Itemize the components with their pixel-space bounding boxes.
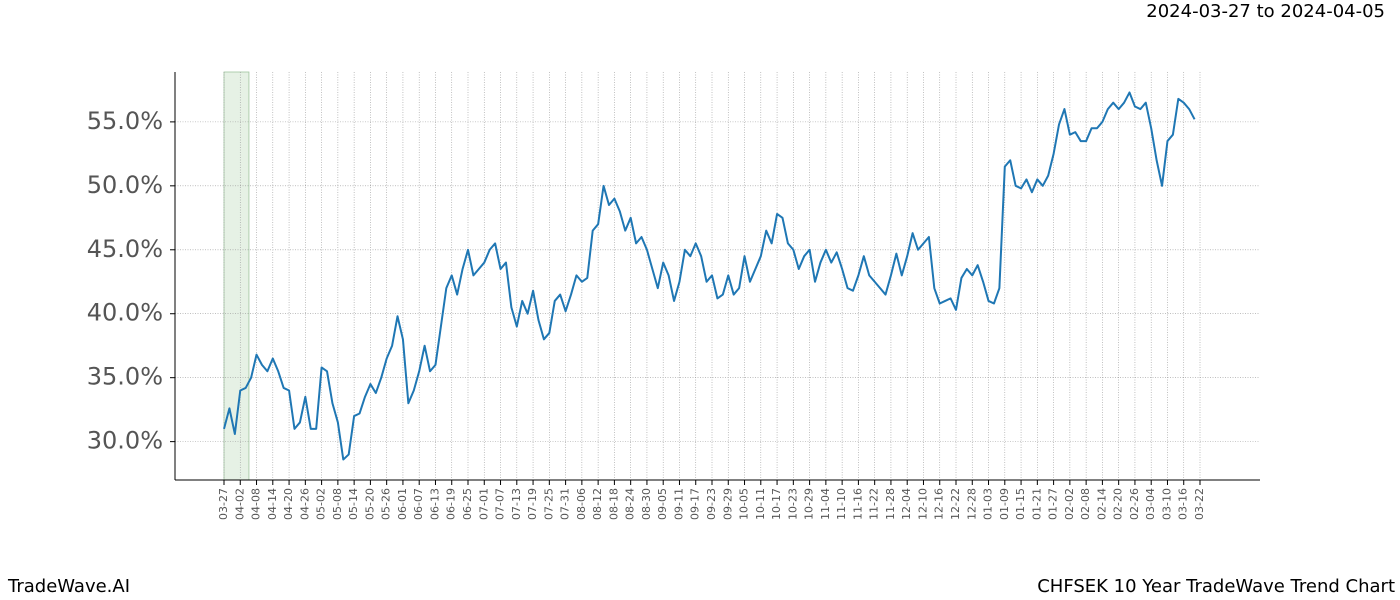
y-tick-label: 55.0% bbox=[87, 107, 163, 135]
x-tick-label: 03-16 bbox=[1177, 488, 1190, 520]
x-tick-label: 06-07 bbox=[412, 488, 425, 520]
x-tick-label: 03-10 bbox=[1160, 488, 1173, 520]
x-tick-label: 10-05 bbox=[738, 488, 751, 520]
x-tick-label: 05-20 bbox=[363, 488, 376, 520]
x-tick-label: 08-24 bbox=[624, 488, 637, 520]
x-tick-label: 03-04 bbox=[1144, 488, 1157, 520]
x-tick-label: 02-26 bbox=[1128, 488, 1141, 520]
x-tick-label: 10-11 bbox=[754, 488, 767, 520]
x-tick-label: 04-26 bbox=[298, 488, 311, 520]
x-tick-label: 04-08 bbox=[250, 488, 263, 520]
x-tick-label: 11-28 bbox=[884, 488, 897, 520]
x-tick-label: 06-25 bbox=[461, 488, 474, 520]
x-tick-label: 03-27 bbox=[217, 488, 230, 520]
x-tick-label: 07-19 bbox=[526, 488, 539, 520]
y-tick-label: 40.0% bbox=[87, 299, 163, 327]
x-tick-label: 07-13 bbox=[510, 488, 523, 520]
footer-left: TradeWave.AI bbox=[7, 576, 130, 597]
x-tick-label: 05-08 bbox=[331, 488, 344, 520]
x-tick-label: 08-12 bbox=[591, 488, 604, 520]
y-tick-label: 35.0% bbox=[87, 363, 163, 391]
x-tick-label: 02-20 bbox=[1112, 488, 1125, 520]
x-tick-label: 08-18 bbox=[607, 488, 620, 520]
x-tick-label: 05-26 bbox=[380, 488, 393, 520]
x-tick-label: 12-28 bbox=[965, 488, 978, 520]
x-tick-label: 01-27 bbox=[1047, 488, 1060, 520]
x-tick-label: 07-31 bbox=[559, 488, 572, 520]
x-tick-label: 11-04 bbox=[819, 488, 832, 520]
x-tick-label: 10-23 bbox=[786, 488, 799, 520]
x-tick-label: 08-30 bbox=[640, 488, 653, 520]
x-tick-label: 07-01 bbox=[477, 488, 490, 520]
chart-subtitle: 2024-03-27 to 2024-04-05 bbox=[1146, 1, 1385, 22]
x-tick-label: 06-13 bbox=[428, 488, 441, 520]
x-tick-label: 07-25 bbox=[542, 488, 555, 520]
line-series bbox=[223, 91, 1196, 461]
x-tick-label: 02-02 bbox=[1063, 488, 1076, 520]
x-tick-label: 08-06 bbox=[575, 488, 588, 520]
x-tick-label: 04-14 bbox=[266, 488, 279, 520]
x-tick-label: 12-16 bbox=[933, 488, 946, 520]
x-tick-label: 10-29 bbox=[803, 488, 816, 520]
x-tick-label: 09-23 bbox=[705, 488, 718, 520]
x-tick-label: 03-22 bbox=[1193, 488, 1206, 520]
x-tick-label: 09-17 bbox=[689, 488, 702, 520]
x-tick-label: 11-10 bbox=[835, 488, 848, 520]
x-tick-label: 05-02 bbox=[315, 488, 328, 520]
x-tick-label: 06-01 bbox=[396, 488, 409, 520]
y-tick-label: 50.0% bbox=[87, 171, 163, 199]
x-tick-label: 02-14 bbox=[1095, 488, 1108, 520]
x-tick-label: 12-22 bbox=[949, 488, 962, 520]
x-tick-label: 05-14 bbox=[347, 488, 360, 520]
x-tick-label: 04-20 bbox=[282, 488, 295, 520]
x-tick-label: 06-19 bbox=[445, 488, 458, 520]
footer-right: CHFSEK 10 Year TradeWave Trend Chart bbox=[1037, 576, 1395, 597]
x-tick-label: 12-10 bbox=[916, 488, 929, 520]
x-tick-label: 10-17 bbox=[770, 488, 783, 520]
x-tick-label: 01-03 bbox=[982, 488, 995, 520]
x-tick-label: 07-07 bbox=[494, 488, 507, 520]
x-tick-label: 09-11 bbox=[672, 488, 685, 520]
x-tick-label: 12-04 bbox=[900, 488, 913, 520]
x-tick-label: 02-08 bbox=[1079, 488, 1092, 520]
x-tick-label: 01-15 bbox=[1014, 488, 1027, 520]
y-tick-label: 45.0% bbox=[87, 235, 163, 263]
x-tick-label: 09-29 bbox=[721, 488, 734, 520]
y-tick-label: 30.0% bbox=[87, 427, 163, 455]
x-tick-label: 01-21 bbox=[1030, 488, 1043, 520]
x-tick-label: 11-22 bbox=[868, 488, 881, 520]
x-tick-label: 04-02 bbox=[233, 488, 246, 520]
x-tick-label: 09-05 bbox=[656, 488, 669, 520]
x-tick-label: 01-09 bbox=[998, 488, 1011, 520]
x-tick-label: 11-16 bbox=[851, 488, 864, 520]
